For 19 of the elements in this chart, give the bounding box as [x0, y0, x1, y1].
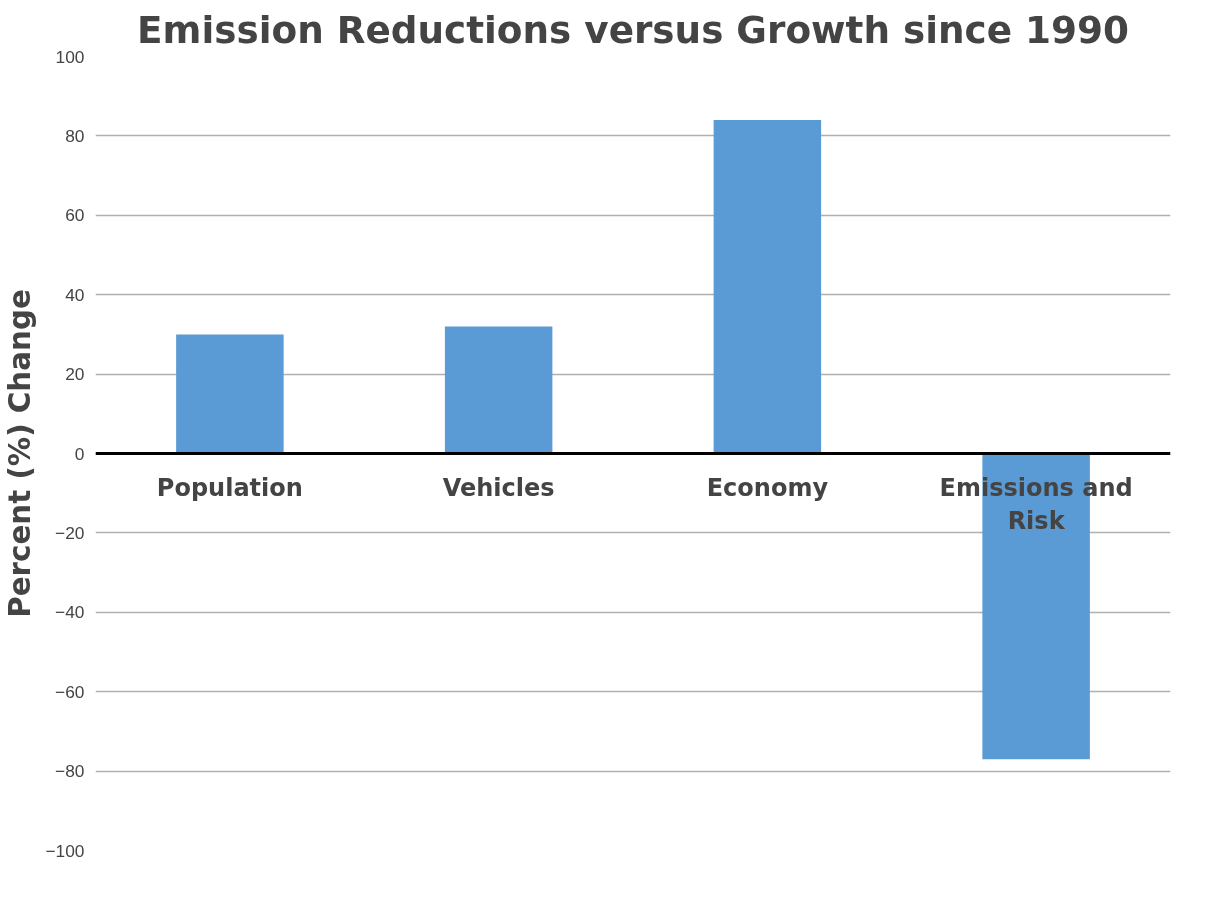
- y-tick-label: 80: [65, 125, 85, 146]
- y-tick-label: 100: [55, 46, 85, 67]
- bar: [713, 120, 822, 454]
- y-tick-label: −20: [55, 522, 85, 543]
- y-tick-label: −80: [55, 761, 85, 782]
- bar: [176, 334, 284, 454]
- chart-title: Emission Reductions versus Growth since 1990: [137, 7, 1129, 52]
- y-tick-label: 40: [65, 284, 85, 305]
- x-tick-label: Economy: [706, 473, 829, 502]
- y-tick-label: −60: [55, 681, 85, 702]
- x-tick-label: Vehicles: [442, 473, 555, 502]
- y-tick-label: 60: [65, 205, 85, 226]
- y-axis-title: Percent (%) Change: [3, 289, 38, 618]
- y-tick-label: −40: [55, 602, 85, 623]
- y-tick-label: −100: [45, 840, 85, 861]
- x-tick-label: Population: [156, 473, 303, 502]
- y-tick-label: 20: [65, 364, 85, 385]
- bar: [444, 326, 553, 454]
- y-tick-label: 0: [74, 443, 85, 464]
